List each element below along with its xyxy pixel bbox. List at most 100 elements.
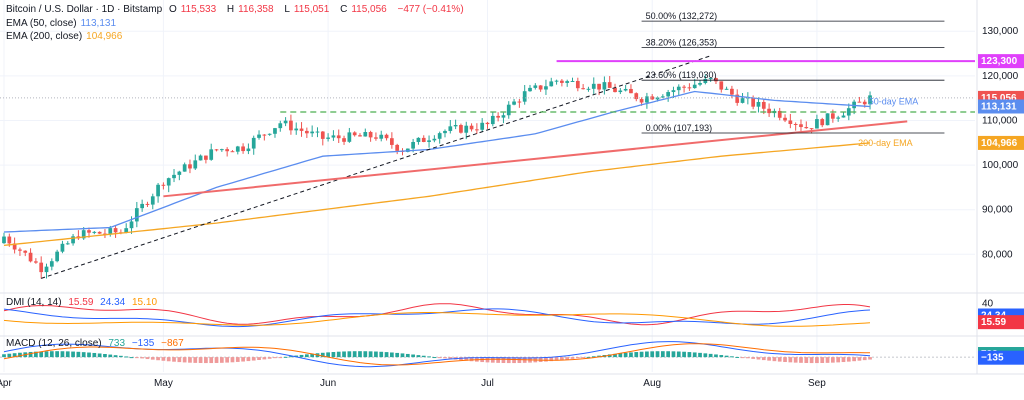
candle-body (182, 164, 187, 172)
candle-body (113, 228, 118, 233)
candle-body (320, 131, 325, 139)
macd-histogram-bar (501, 357, 506, 364)
macd-histogram-bar (745, 357, 750, 359)
macd-histogram-bar (76, 351, 81, 358)
macd-histogram-bar (660, 351, 665, 358)
macd-histogram-bar (235, 357, 240, 362)
macd-histogram-bar (767, 357, 771, 361)
macd-histogram-bar (740, 357, 745, 359)
ohlc-c: C 115,056 (340, 4, 387, 15)
candle-body (464, 125, 469, 133)
macd-histogram-bar (81, 352, 86, 358)
candle-body (453, 125, 458, 127)
dmi-price-label-bg (978, 315, 1024, 330)
candle-body (65, 243, 70, 245)
macd-histogram-bar (570, 357, 575, 359)
macd-price-label: −135 (981, 353, 1004, 364)
candle-body (660, 96, 665, 98)
macd-histogram-bar (469, 357, 474, 362)
candle-body (18, 249, 22, 251)
x-tick-label: Apr (0, 378, 12, 389)
y-tick-label: 100,000 (982, 160, 1019, 171)
ema200-line (3, 142, 871, 247)
candle-body (193, 160, 198, 169)
candle-body (459, 125, 463, 133)
macd-histogram-bar (342, 351, 346, 358)
candle-body (315, 131, 320, 133)
price-label-bg (978, 54, 1024, 69)
macd-histogram-bar (761, 357, 766, 361)
candle-body (145, 203, 150, 205)
macd-histogram-bar (278, 357, 283, 359)
candle-body (687, 87, 692, 89)
macd-histogram-bar (655, 351, 660, 358)
candle-body (650, 96, 655, 100)
candle-body (23, 250, 28, 253)
macd-histogram-bar (352, 351, 357, 358)
candle-body (427, 140, 431, 142)
candle-body (448, 126, 453, 131)
candle-body (655, 97, 660, 100)
macd-histogram-bar (862, 357, 867, 361)
candle-body (809, 128, 814, 130)
candle-body (777, 110, 782, 118)
macd-histogram-bar (597, 355, 601, 358)
candle-body (602, 82, 607, 90)
candle-body (528, 87, 532, 92)
candle-body (575, 80, 580, 89)
candle-body (129, 221, 134, 229)
adx-line (3, 312, 871, 327)
macd-histogram-bar (156, 357, 160, 361)
macd-histogram-bar (177, 357, 182, 363)
y-tick-label: 120,000 (982, 71, 1019, 82)
candle-body (735, 94, 740, 103)
macd-histogram-bar (129, 357, 134, 359)
candle-body (60, 243, 65, 252)
candle-body (437, 133, 442, 139)
support-trendline (163, 120, 908, 198)
macd-histogram-bar (645, 351, 649, 358)
candle-body (868, 95, 872, 105)
candle-body (156, 184, 160, 197)
macd-histogram-bar (708, 353, 713, 358)
y-tick-label: 90,000 (982, 205, 1013, 216)
candle-body (512, 101, 516, 105)
macd-price-label-bg (978, 350, 1024, 365)
macd-histogram-bar (267, 357, 272, 359)
macd-histogram-bar (698, 352, 702, 358)
candle-body (310, 131, 315, 134)
candle-body (12, 243, 17, 250)
candle-body (607, 82, 612, 88)
macd-histogram-bar (591, 356, 596, 358)
candle-body (108, 228, 113, 234)
macd-histogram-bar (92, 352, 97, 358)
macd-signal-line (3, 343, 871, 366)
candle-body (432, 138, 437, 141)
macd-histogram-bar (18, 352, 22, 358)
macd-histogram-bar (198, 357, 203, 364)
macd-histogram-bar (347, 351, 352, 358)
macd-histogram-bar (262, 357, 267, 360)
macd-histogram-bar (714, 354, 718, 358)
candle-body (480, 122, 485, 130)
macd-histogram-bar (846, 357, 851, 362)
candle-body (71, 236, 75, 244)
macd-histogram-bar (34, 351, 38, 358)
macd-histogram-bar (246, 357, 251, 362)
candle-body (283, 120, 288, 124)
candle-body (676, 86, 681, 91)
candle-body (613, 87, 617, 93)
ema200-tag: 200-day EMA (858, 138, 913, 148)
candle-body (522, 91, 527, 102)
candle-body (756, 101, 761, 107)
x-tick-label: Jun (320, 378, 336, 389)
candle-body (586, 88, 591, 90)
macd-histogram-bar (395, 352, 400, 358)
candle-body (342, 138, 346, 142)
macd-histogram-bar (868, 357, 872, 360)
macd-histogram-bar (108, 354, 113, 358)
dmi-minus-line (3, 303, 871, 326)
candle-body (597, 83, 601, 90)
